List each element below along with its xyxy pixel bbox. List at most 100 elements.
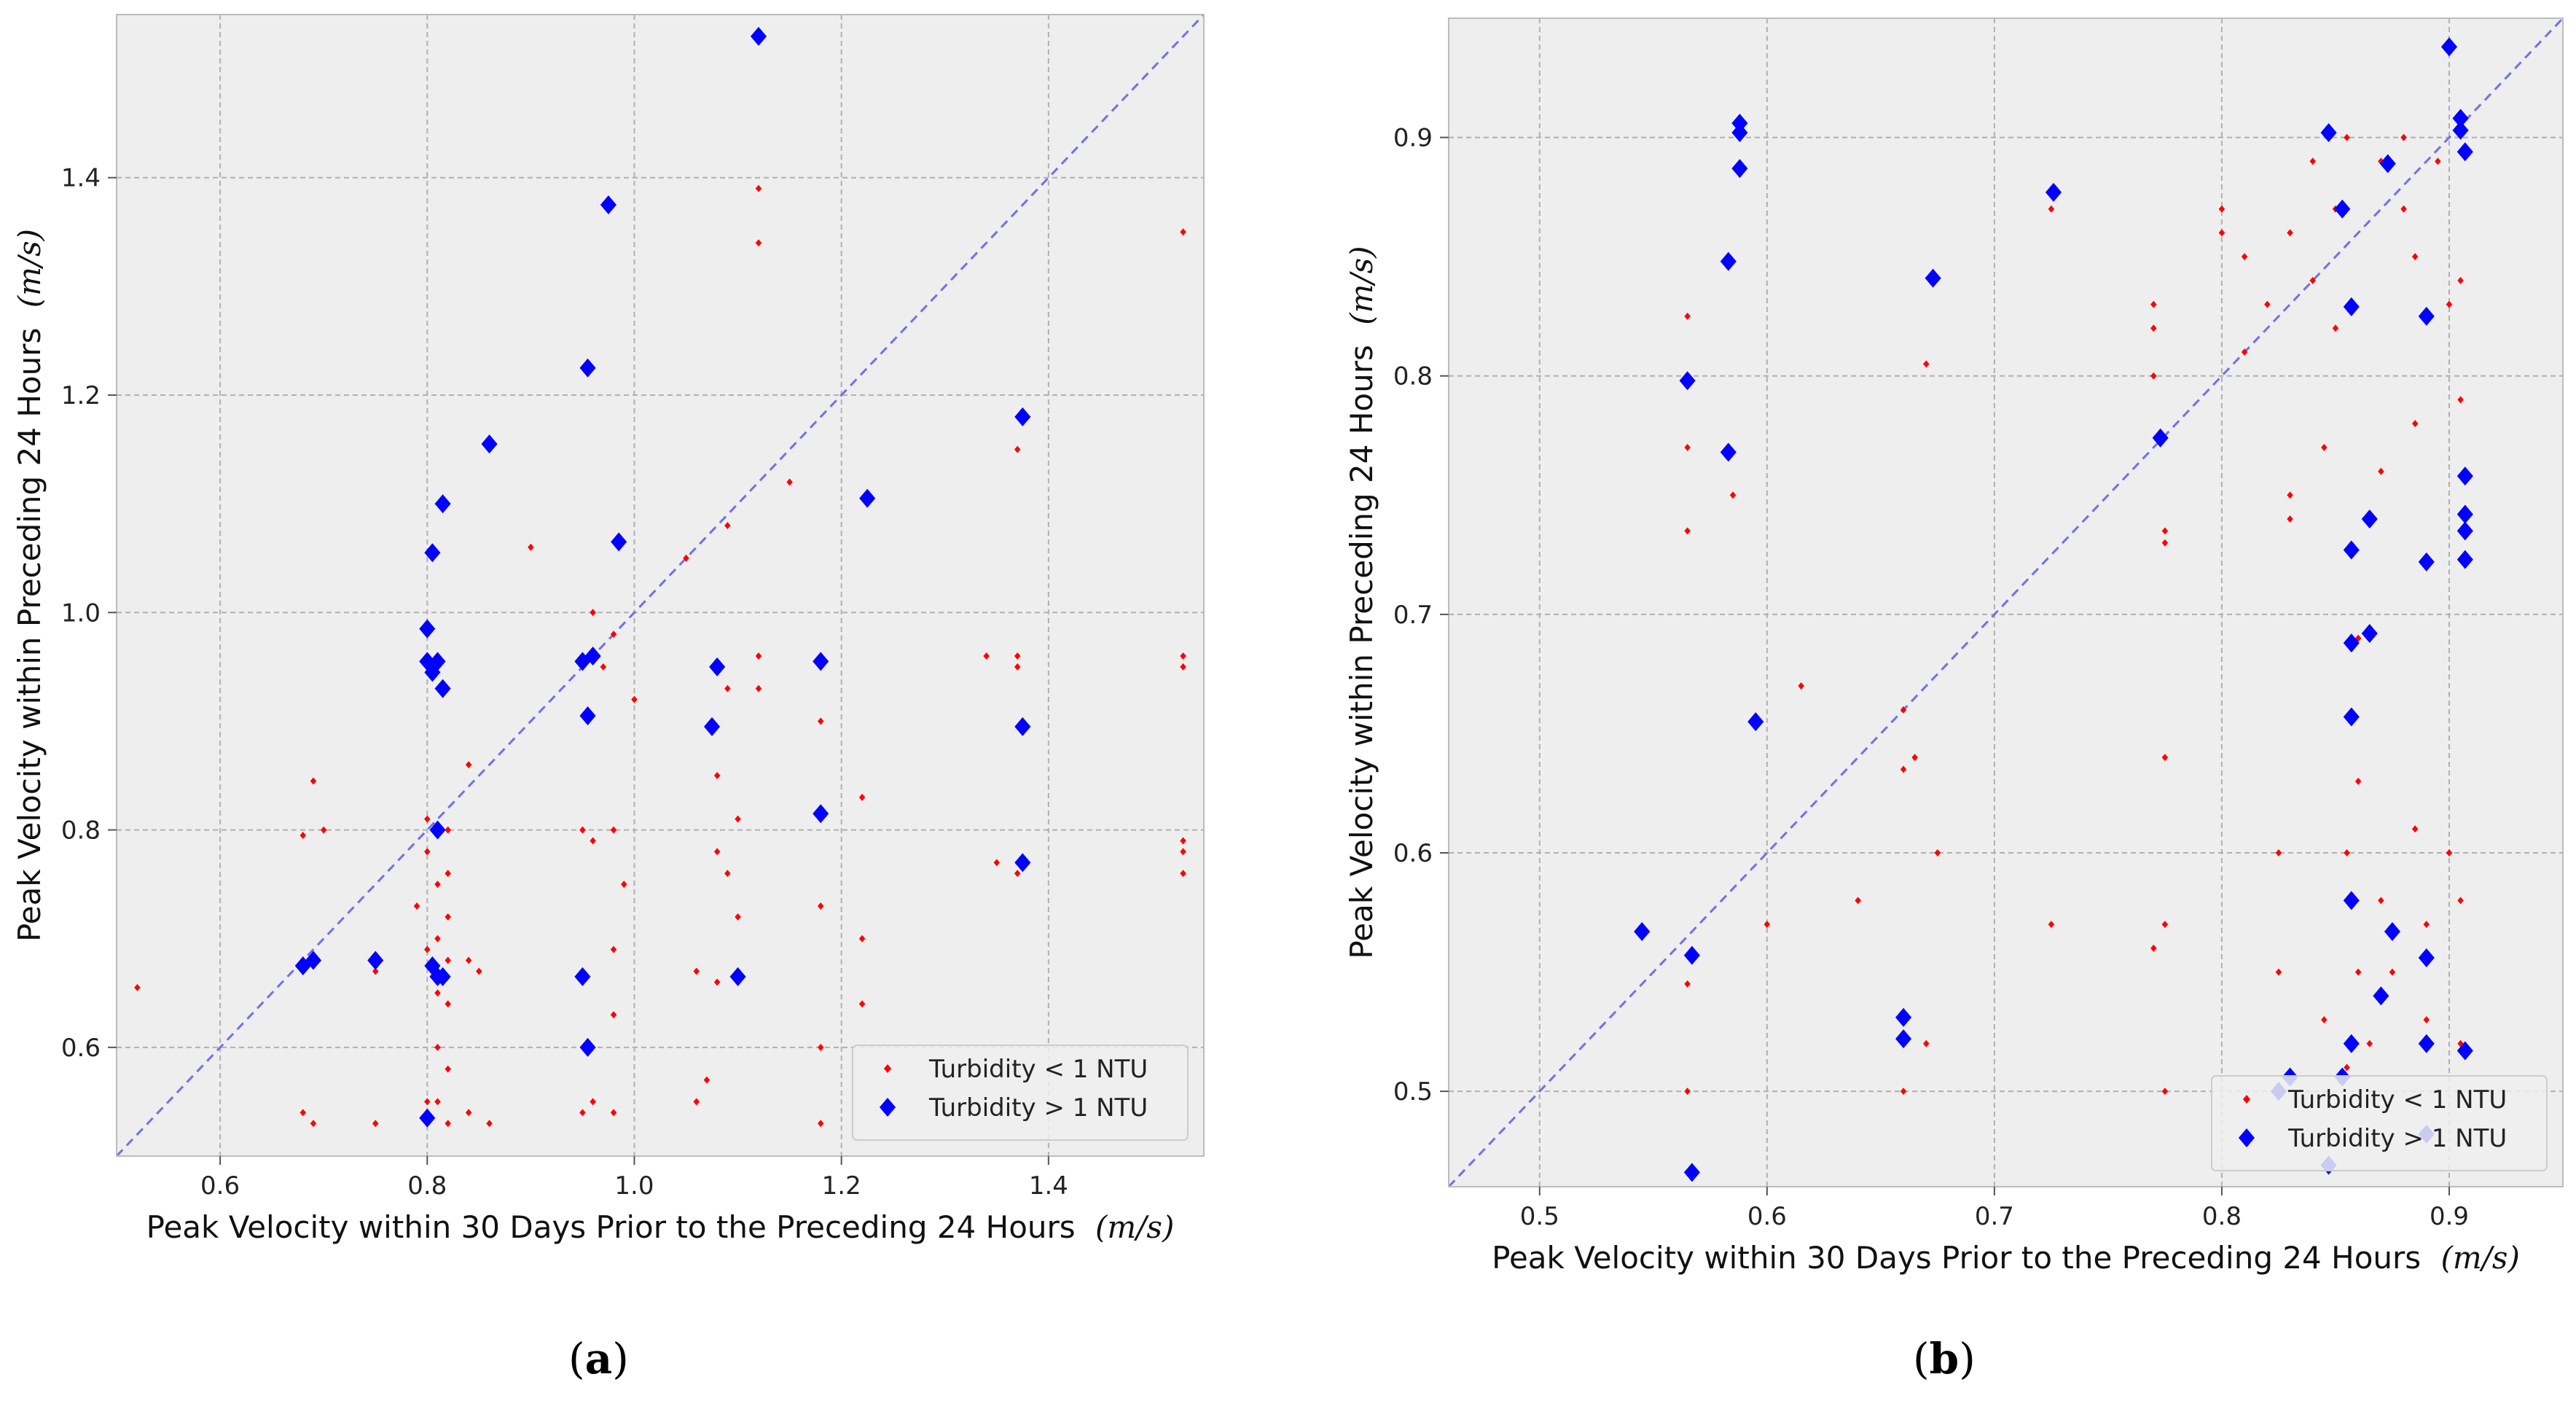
data-point-high — [2418, 948, 2435, 967]
x-axis-label: Peak Velocity within 30 Days Prior to th… — [146, 1209, 1175, 1245]
data-point-high — [2361, 510, 2378, 528]
data-point-high — [1634, 921, 1651, 941]
data-point-high — [2343, 633, 2360, 653]
data-point-low — [2411, 253, 2419, 261]
y-axis-unit: (m/s) — [1344, 246, 1379, 324]
data-point-high — [2452, 120, 2469, 140]
x-axis-label: Peak Velocity within 30 Days Prior to th… — [1492, 1240, 2520, 1276]
x-tick-label: 0.6 — [200, 1171, 240, 1201]
data-point-low — [2218, 229, 2225, 237]
y-axis-label: Peak Velocity within Preceding 24 Hours … — [1344, 246, 1379, 959]
data-point-low — [2241, 253, 2248, 261]
data-point-high — [294, 956, 311, 975]
data-point-low — [693, 1098, 700, 1106]
data-point-low — [817, 1120, 824, 1128]
data-point-low — [2321, 443, 2328, 451]
data-point-low — [724, 870, 731, 878]
panel-label-a: (a) — [568, 1334, 629, 1384]
data-point-low — [1014, 870, 1021, 878]
data-point-low — [465, 1109, 472, 1117]
data-point-low — [631, 695, 638, 703]
data-point-low — [2264, 300, 2271, 308]
scatter-panel-a: 0.6 0.8 1.0 1.2 1.4 0.6 0.8 1.0 1.2 1.4 Peak Veloc… — [12, 13, 1205, 1245]
data-point-low — [2435, 157, 2441, 165]
data-point-low — [579, 826, 586, 834]
series-high-turbidity — [294, 26, 1031, 1128]
data-point-low — [817, 717, 824, 725]
data-point-high — [579, 358, 596, 378]
data-point-low — [1684, 1088, 1691, 1096]
data-point-high — [434, 679, 451, 698]
data-point-high — [2456, 550, 2473, 569]
data-point-high — [419, 619, 436, 639]
data-point-low — [465, 761, 472, 769]
data-point-low — [755, 239, 762, 247]
data-point-low — [1684, 312, 1691, 320]
data-point-low — [2457, 276, 2464, 284]
data-point-low — [2309, 276, 2317, 284]
data-point-low — [2321, 1016, 2328, 1023]
data-point-low — [1014, 663, 1021, 671]
data-point-low — [2411, 825, 2419, 833]
data-point-low — [1729, 491, 1737, 499]
data-point-low — [683, 554, 689, 562]
data-point-low — [724, 684, 731, 692]
data-point-low — [372, 967, 379, 975]
data-point-low — [320, 826, 327, 834]
data-point-high — [2320, 123, 2337, 143]
data-point-low — [445, 870, 451, 878]
data-point-high — [2418, 306, 2435, 326]
data-point-low — [476, 967, 482, 975]
data-point-high — [2152, 428, 2169, 448]
data-point-low — [300, 832, 307, 840]
data-point-low — [424, 945, 431, 953]
data-point-high — [1014, 717, 1031, 736]
data-point-low — [2275, 849, 2282, 856]
y-tick-label: 0.7 — [1393, 601, 1433, 630]
data-point-low — [2400, 205, 2407, 213]
data-point-low — [445, 913, 451, 921]
data-point-low — [2048, 921, 2055, 929]
data-point-high — [434, 967, 451, 986]
legend: Turbidity < 1 NTU Turbidity > 1 NTU — [2211, 1075, 2548, 1171]
data-point-high — [2456, 1041, 2473, 1061]
data-point-low — [2378, 897, 2384, 905]
data-point-high — [813, 652, 829, 671]
data-point-low — [1855, 897, 1861, 905]
data-point-high — [2418, 1034, 2435, 1053]
data-point-low — [2344, 133, 2350, 141]
data-point-low — [1900, 765, 1907, 773]
data-point-low — [590, 837, 596, 845]
data-point-low — [434, 881, 441, 889]
data-point-low — [713, 978, 721, 986]
data-point-high — [1679, 371, 1696, 391]
data-point-low — [1014, 445, 1021, 453]
data-point-low — [372, 1120, 379, 1128]
data-point-low — [2287, 491, 2293, 499]
data-point-low — [2150, 372, 2157, 380]
data-point-low — [1684, 443, 1691, 451]
data-point-high — [2334, 199, 2351, 219]
data-point-high — [2456, 521, 2473, 541]
data-point-low — [713, 772, 721, 779]
data-point-low — [2287, 515, 2293, 523]
data-point-low — [445, 956, 451, 964]
y-tick-label: 1.2 — [61, 381, 101, 410]
y-axis-label: Peak Velocity within Preceding 24 Hours … — [12, 229, 47, 942]
data-point-low — [755, 184, 762, 192]
data-point-low — [310, 1120, 317, 1128]
data-point-low — [434, 989, 441, 997]
legend-label-high: Turbidity > 1 NTU — [2287, 1124, 2507, 1153]
data-point-low — [2411, 420, 2419, 428]
data-point-low — [2344, 1064, 2350, 1072]
plot-frame — [1448, 17, 2564, 1187]
identity-line — [1447, 17, 2564, 1188]
data-point-low — [2366, 1039, 2373, 1047]
data-point-low — [1923, 1039, 1930, 1047]
y-tick-label: 0.8 — [1393, 362, 1433, 391]
data-point-high — [859, 488, 876, 508]
data-point-low — [2344, 849, 2350, 856]
data-point-high — [429, 652, 446, 671]
data-point-low — [2161, 921, 2169, 929]
